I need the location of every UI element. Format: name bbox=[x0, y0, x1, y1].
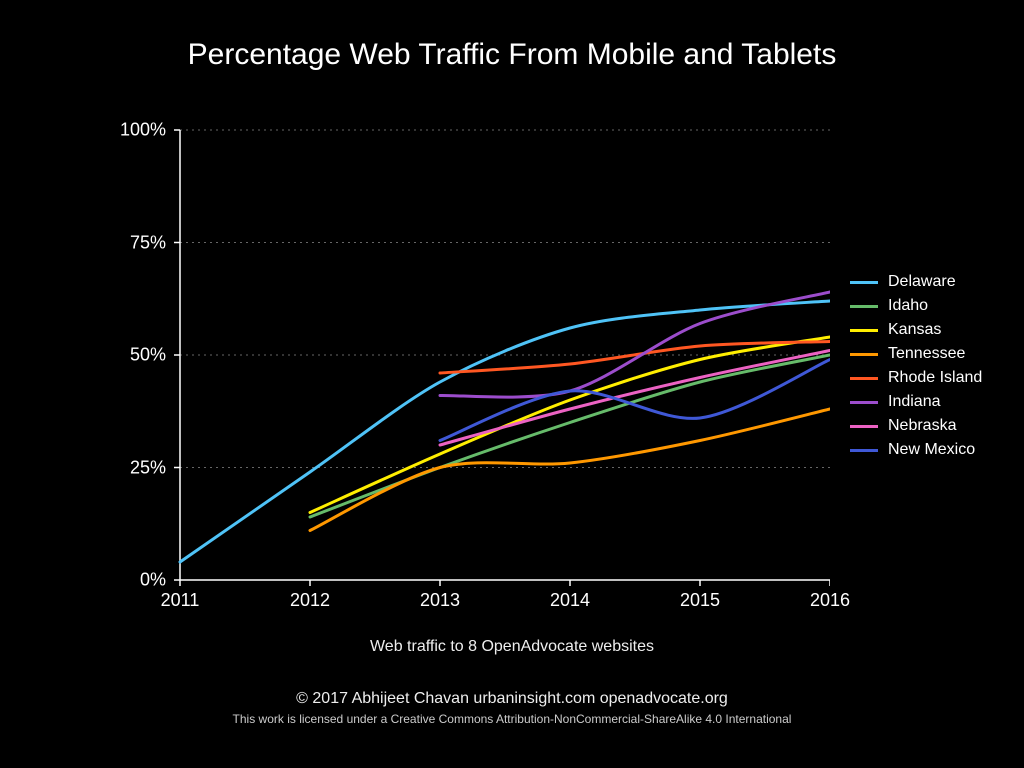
x-tick-label: 2016 bbox=[810, 590, 850, 611]
legend-swatch bbox=[850, 305, 878, 308]
legend-item: Tennessee bbox=[850, 342, 982, 366]
chart-subtitle: Web traffic to 8 OpenAdvocate websites bbox=[0, 638, 1024, 656]
series-line bbox=[440, 292, 830, 397]
line-chart bbox=[150, 120, 830, 630]
legend-item: New Mexico bbox=[850, 438, 982, 462]
y-tick-label: 0% bbox=[140, 570, 166, 591]
slide: Percentage Web Traffic From Mobile and T… bbox=[0, 0, 1024, 768]
legend-item: Nebraska bbox=[850, 414, 982, 438]
legend-label: New Mexico bbox=[888, 441, 975, 459]
legend-swatch bbox=[850, 329, 878, 332]
legend-item: Indiana bbox=[850, 390, 982, 414]
legend-item: Rhode Island bbox=[850, 366, 982, 390]
x-tick-label: 2012 bbox=[290, 590, 330, 611]
series-line bbox=[310, 355, 830, 517]
legend-swatch bbox=[850, 353, 878, 356]
legend-item: Kansas bbox=[850, 318, 982, 342]
legend: Delaware Idaho Kansas Tennessee Rhode Island… bbox=[850, 270, 982, 462]
legend-swatch bbox=[850, 281, 878, 284]
legend-label: Kansas bbox=[888, 321, 941, 339]
x-tick-label: 2011 bbox=[161, 590, 200, 611]
legend-item: Delaware bbox=[850, 270, 982, 294]
y-tick-label: 25% bbox=[130, 457, 166, 478]
y-tick-label: 75% bbox=[130, 232, 166, 253]
legend-swatch bbox=[850, 425, 878, 428]
y-tick-label: 50% bbox=[130, 345, 166, 366]
x-tick-label: 2014 bbox=[550, 590, 590, 611]
legend-label: Tennessee bbox=[888, 345, 965, 363]
x-tick-label: 2013 bbox=[420, 590, 460, 611]
y-tick-label: 100% bbox=[120, 120, 166, 141]
legend-swatch bbox=[850, 449, 878, 452]
legend-swatch bbox=[850, 377, 878, 380]
series-line bbox=[180, 301, 830, 562]
series-line bbox=[310, 409, 830, 531]
license-text: This work is licensed under a Creative C… bbox=[0, 712, 1024, 726]
legend-label: Delaware bbox=[888, 273, 956, 291]
legend-item: Idaho bbox=[850, 294, 982, 318]
legend-label: Indiana bbox=[888, 393, 941, 411]
legend-label: Rhode Island bbox=[888, 369, 982, 387]
legend-swatch bbox=[850, 401, 878, 404]
x-tick-label: 2015 bbox=[680, 590, 720, 611]
legend-label: Idaho bbox=[888, 297, 928, 315]
legend-label: Nebraska bbox=[888, 417, 956, 435]
copyright: © 2017 Abhijeet Chavan urbaninsight.com … bbox=[0, 690, 1024, 708]
chart-area bbox=[150, 120, 830, 580]
chart-title: Percentage Web Traffic From Mobile and T… bbox=[0, 38, 1024, 72]
